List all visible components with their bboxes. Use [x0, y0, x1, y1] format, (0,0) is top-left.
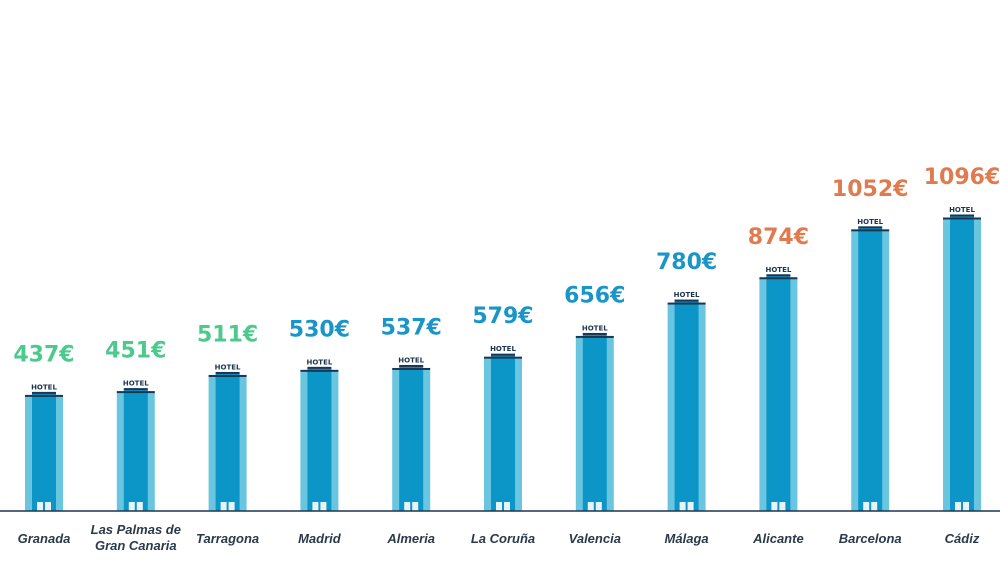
hotel-sign: HOTEL: [857, 218, 883, 226]
bar-roof-top: [307, 366, 332, 369]
bar-door-split: [226, 502, 229, 511]
bar-door-split: [502, 502, 504, 511]
bar-roof-top: [582, 332, 607, 335]
bar-roof: [300, 369, 339, 372]
category-label: Tarragona: [196, 531, 259, 546]
category-label: Alicante: [752, 531, 804, 546]
bar-roof: [208, 374, 247, 377]
bar-roof: [575, 335, 614, 338]
bar-2: HOTEL: [116, 380, 155, 511]
bar-8: HOTEL: [667, 291, 706, 511]
bar-roof-top: [215, 371, 240, 374]
bar-4: HOTEL: [300, 358, 339, 511]
value-label: 874€: [748, 225, 809, 250]
category-label: La Coruña: [471, 531, 535, 546]
bar-inner: [215, 373, 240, 511]
bar-roof: [667, 302, 706, 305]
bar-roof: [25, 394, 63, 397]
bar-door-split: [134, 502, 137, 511]
bar-inner: [307, 368, 332, 511]
bar-3: HOTEL: [208, 363, 247, 511]
value-label: 656€: [564, 283, 625, 308]
bar-roof: [484, 356, 522, 359]
bar-1: HOTEL: [25, 383, 63, 511]
category-label: Cádiz: [945, 531, 980, 546]
bar-11: HOTEL: [943, 206, 981, 511]
hotel-sign: HOTEL: [123, 380, 149, 388]
hotel-sign: HOTEL: [31, 383, 57, 391]
bar-door-split: [777, 502, 780, 511]
hotel-sign: HOTEL: [398, 356, 424, 364]
bar-door-split: [869, 502, 872, 511]
bar-inner: [582, 334, 607, 511]
value-label: 1096€: [924, 165, 1000, 190]
bar-door-split: [43, 502, 45, 511]
bar-inner: [123, 389, 148, 511]
bar-door-split: [318, 502, 321, 511]
category-label: Barcelona: [839, 531, 902, 546]
bar-door-split: [593, 502, 596, 511]
hotel-sign: HOTEL: [306, 358, 332, 366]
bar-inner: [674, 301, 699, 511]
value-label: 537€: [381, 315, 442, 340]
bar-10: HOTEL: [851, 218, 890, 511]
hotel-sign: HOTEL: [582, 324, 608, 332]
category-label: Málaga: [665, 531, 709, 546]
bars-layer: HOTEL HOTEL HOTEL HOTEL HOTEL HOTEL HOTEL HOTEL…: [25, 206, 981, 511]
bar-door-split: [410, 502, 413, 511]
bar-inner: [858, 227, 883, 511]
bar-7: HOTEL: [575, 324, 614, 511]
bar-6: HOTEL: [484, 345, 522, 511]
bar-roof-top: [491, 353, 515, 356]
hotel-sign: HOTEL: [765, 266, 791, 274]
value-label: 437€: [13, 342, 74, 367]
category-label: Valencia: [569, 531, 621, 546]
bar-door-split: [685, 502, 688, 511]
bar-inner: [399, 366, 424, 511]
hotel-sign: HOTEL: [215, 363, 241, 371]
bar-roof: [943, 217, 981, 220]
bar-inner: [766, 275, 791, 511]
category-label: Almeria: [386, 531, 435, 546]
hotel-sign: HOTEL: [490, 345, 516, 353]
value-label: 451€: [105, 339, 166, 364]
bar-5: HOTEL: [392, 356, 431, 511]
value-label: 1052€: [832, 177, 909, 202]
category-label: Gran Canaria: [95, 538, 177, 553]
hotel-sign: HOTEL: [674, 291, 700, 299]
bar-roof: [851, 229, 890, 232]
bar-roof-top: [32, 391, 56, 394]
bar-inner: [950, 216, 974, 511]
bar-door-split: [961, 502, 963, 511]
bar-9: HOTEL: [759, 266, 798, 511]
bar-roof-top: [858, 226, 883, 229]
bar-roof: [392, 367, 431, 370]
value-label: 579€: [472, 304, 533, 329]
value-label: 780€: [656, 250, 717, 275]
bar-roof-top: [766, 274, 791, 277]
category-label: Madrid: [298, 531, 342, 546]
bar-roof-top: [123, 388, 148, 391]
value-label: 511€: [197, 322, 258, 347]
bar-roof: [116, 391, 155, 394]
bar-roof: [759, 277, 798, 280]
value-label: 530€: [289, 317, 350, 342]
bar-roof-top: [950, 214, 974, 217]
hotel-sign: HOTEL: [949, 206, 975, 214]
bar-roof-top: [674, 299, 699, 302]
category-label: Granada: [18, 531, 71, 546]
bar-inner: [32, 393, 56, 511]
bar-inner: [491, 355, 515, 511]
category-label: Las Palmas de: [91, 522, 181, 537]
bar-roof-top: [399, 364, 424, 367]
